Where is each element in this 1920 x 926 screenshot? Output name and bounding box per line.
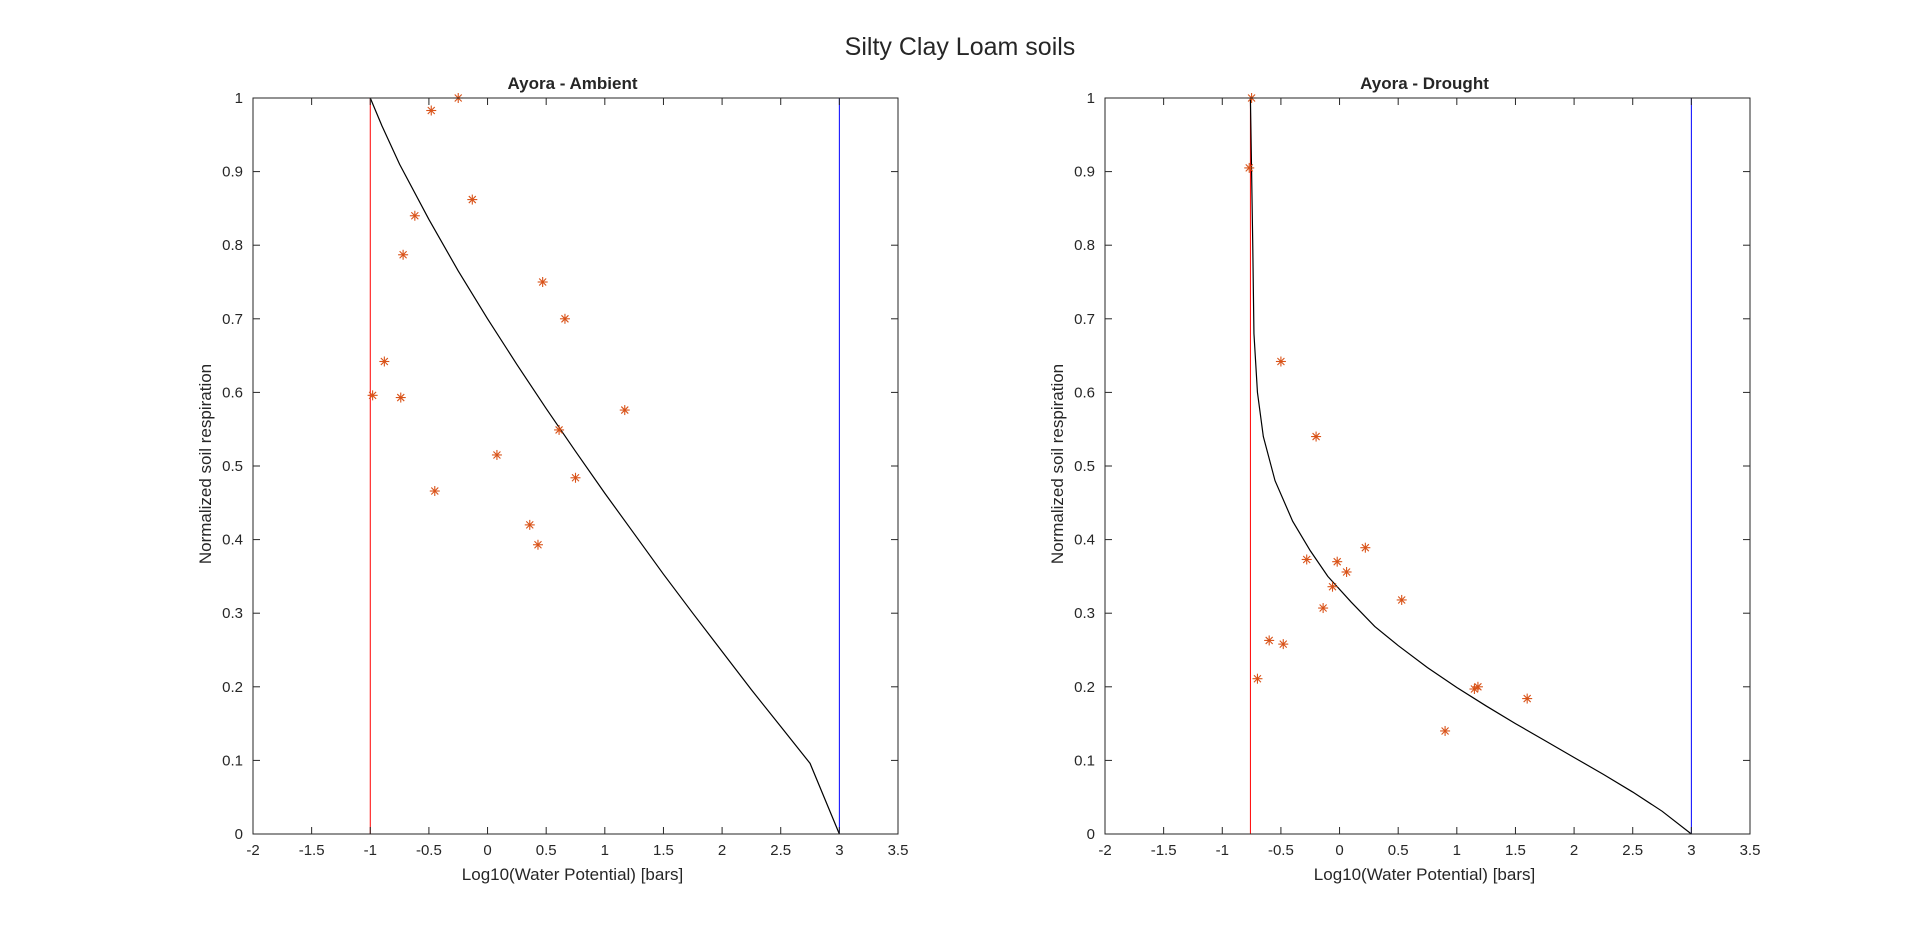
ambient-y-tick-label: 0.3 [222, 605, 243, 622]
drought-data-point [1244, 162, 1255, 173]
ambient-x-tick-label: 3.5 [888, 842, 909, 859]
drought-y-tick-label: 0.2 [1074, 679, 1095, 696]
drought-data-point [1278, 639, 1289, 650]
ambient-x-tick-label: 0.5 [536, 842, 557, 859]
drought-x-tick-label: -1.5 [1151, 842, 1177, 859]
drought-x-tick-label: 0.5 [1388, 842, 1409, 859]
ambient-model-curve [369, 97, 840, 835]
ambient-y-tick-label: 1 [235, 90, 243, 107]
drought-x-tick-label: 2.5 [1622, 842, 1643, 859]
drought-model-curve [1249, 97, 1692, 835]
drought-x-tick-label: 1.5 [1505, 842, 1526, 859]
ambient-x-axis-label: Log10(Water Potential) [bars] [462, 865, 683, 884]
ambient-y-tick-label: 0.7 [222, 311, 243, 328]
drought-y-tick-label: 0 [1087, 826, 1095, 843]
ambient-y-tick-label: 0 [235, 826, 243, 843]
drought-data-point [1332, 556, 1343, 567]
drought-y-tick-label: 0.5 [1074, 458, 1095, 475]
ambient-axes-box [252, 97, 899, 835]
ambient-x-tick-label: -2 [246, 842, 259, 859]
ambient-data-point [409, 210, 420, 221]
drought-axes: Ayora - Drought Log10(Water Potential) [… [1048, 74, 1760, 884]
drought-data-point [1318, 603, 1329, 614]
drought-y-tick-label: 0.9 [1074, 164, 1095, 181]
ambient-y-tick-label: 0.2 [222, 679, 243, 696]
ambient-y-tick-label: 0.9 [222, 164, 243, 181]
drought-data-point [1522, 693, 1533, 704]
ambient-data-point [554, 424, 565, 435]
drought-data-point [1275, 356, 1286, 367]
drought-x-tick-label: -2 [1098, 842, 1111, 859]
ambient-data-point [619, 405, 630, 416]
ambient-axes: Ayora - Ambient Log10(Water Potential) [… [196, 74, 908, 884]
ambient-x-tick-label: 0 [483, 842, 491, 859]
drought-y-tick-label: 0.4 [1074, 532, 1095, 549]
drought-data-point [1469, 684, 1480, 695]
ambient-data-point [398, 249, 409, 260]
drought-x-tick-label: 3.5 [1740, 842, 1761, 859]
drought-data-point [1311, 431, 1322, 442]
ambient-data-point [524, 519, 535, 530]
drought-x-tick-label: 2 [1570, 842, 1578, 859]
ambient-y-axis-label: Normalized soil respiration [196, 364, 215, 564]
drought-data-point [1396, 594, 1407, 605]
ambient-y-tick-label: 0.1 [222, 752, 243, 769]
ambient-data-point [467, 194, 478, 205]
drought-y-tick-label: 1 [1087, 90, 1095, 107]
drought-x-tick-label: -0.5 [1268, 842, 1294, 859]
ambient-data-point [559, 313, 570, 324]
drought-y-tick-label: 0.6 [1074, 384, 1095, 401]
drought-y-tick-label: 0.7 [1074, 311, 1095, 328]
ambient-x-tick-label: 2 [718, 842, 726, 859]
drought-x-tick-label: 1 [1453, 842, 1461, 859]
ambient-y-tick-label: 0.5 [222, 458, 243, 475]
ambient-y-tick-label: 0.6 [222, 384, 243, 401]
drought-x-tick-label: 0 [1335, 842, 1343, 859]
ambient-data-point [491, 449, 502, 460]
drought-data-point [1301, 554, 1312, 565]
ambient-data-point [426, 105, 437, 116]
ambient-data-point [537, 277, 548, 287]
drought-x-tick-label: 3 [1687, 842, 1695, 859]
ambient-axes-title: Ayora - Ambient [507, 74, 637, 93]
ambient-x-tick-label: 1 [601, 842, 609, 859]
ambient-data-point [367, 390, 378, 401]
drought-data-point [1360, 542, 1371, 553]
drought-axes-title: Ayora - Drought [1360, 74, 1489, 93]
ambient-x-tick-label: -1.5 [299, 842, 325, 859]
drought-y-tick-label: 0.8 [1074, 237, 1095, 254]
ambient-data-point [429, 486, 440, 497]
ambient-data-point [570, 472, 581, 483]
drought-x-axis-label: Log10(Water Potential) [bars] [1314, 865, 1535, 884]
drought-data-point [1341, 566, 1352, 577]
ambient-x-tick-label: 1.5 [653, 842, 674, 859]
drought-data-point [1327, 581, 1338, 592]
ambient-x-tick-label: 2.5 [770, 842, 791, 859]
drought-y-tick-label: 0.1 [1074, 752, 1095, 769]
ambient-y-tick-label: 0.8 [222, 237, 243, 254]
ambient-y-tick-label: 0.4 [222, 532, 243, 549]
drought-y-axis-label: Normalized soil respiration [1048, 364, 1067, 564]
ambient-x-tick-label: 3 [835, 842, 843, 859]
drought-x-tick-label: -1 [1216, 842, 1229, 859]
drought-data-point [1264, 635, 1275, 646]
ambient-x-tick-label: -1 [364, 842, 377, 859]
drought-data-point [1440, 725, 1451, 736]
ambient-x-tick-label: -0.5 [416, 842, 442, 859]
ambient-data-point [379, 356, 390, 367]
ambient-data-point [395, 392, 406, 403]
drought-y-tick-label: 0.3 [1074, 605, 1095, 622]
drought-data-point [1252, 673, 1263, 684]
ambient-data-point [532, 539, 543, 550]
figure-title: Silty Clay Loam soils [845, 33, 1076, 61]
drought-axes-box [1104, 97, 1751, 835]
